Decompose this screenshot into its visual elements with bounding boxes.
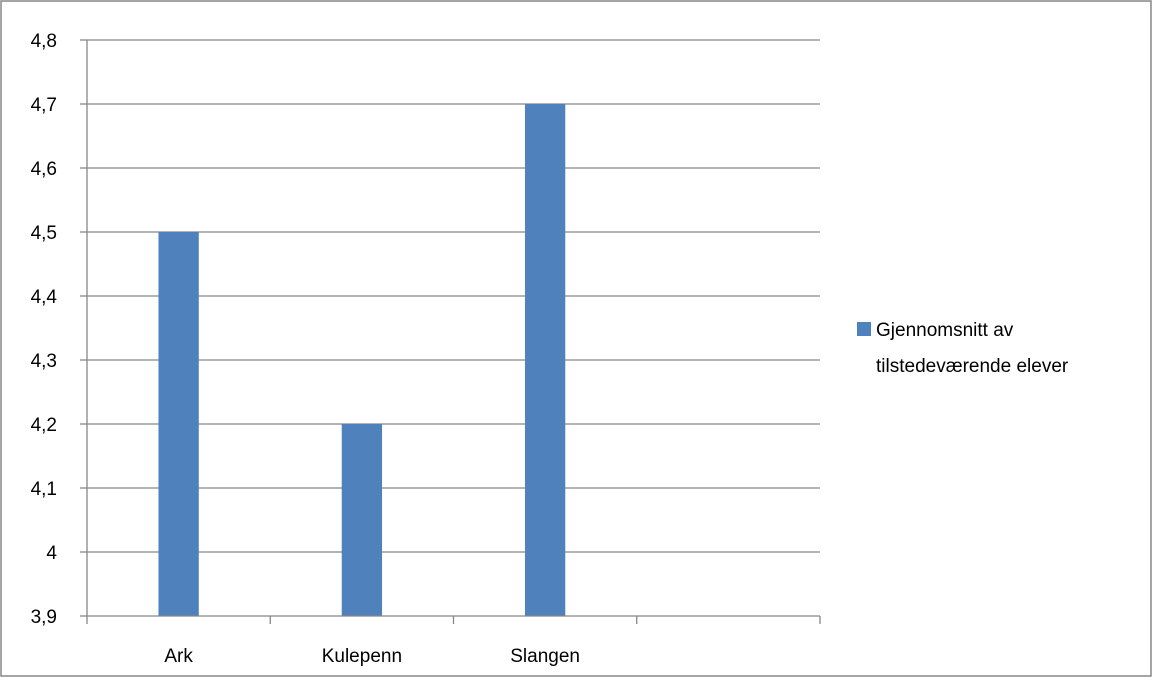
bar bbox=[341, 424, 383, 616]
x-tick-label: Slangen bbox=[510, 646, 580, 667]
legend-swatch bbox=[857, 322, 871, 336]
y-tick-label: 4,8 bbox=[31, 31, 57, 52]
y-tick-label: 4,7 bbox=[31, 95, 57, 116]
y-tick-labels: 3,9 4 4,1 4,2 4,3 4,4 4,5 4,6 4,7 4,8 bbox=[31, 31, 58, 628]
gridlines bbox=[87, 39, 820, 553]
bar bbox=[158, 232, 199, 616]
legend: Gjennomsnitt av tilstedeværende elever bbox=[857, 320, 1069, 377]
y-tick-label: 4,2 bbox=[31, 415, 57, 436]
y-tick-label: 4,6 bbox=[31, 159, 57, 180]
y-tick-label: 3,9 bbox=[31, 607, 57, 628]
x-tick-label: Kulepenn bbox=[322, 646, 402, 667]
bar bbox=[524, 104, 566, 616]
y-tick-label: 4,3 bbox=[31, 351, 57, 372]
axes bbox=[80, 39, 821, 624]
legend-label-line-2: tilstedeværende elever bbox=[876, 356, 1069, 377]
legend-label-line-1: Gjennomsnitt av bbox=[876, 320, 1014, 341]
x-tick-label: Ark bbox=[164, 646, 193, 667]
y-tick-label: 4 bbox=[46, 543, 57, 564]
y-tick-label: 4,4 bbox=[31, 287, 58, 308]
x-tick-labels: Ark Kulepenn Slangen bbox=[164, 646, 580, 667]
bars bbox=[158, 104, 566, 616]
y-tick-label: 4,5 bbox=[31, 223, 57, 244]
y-tick-label: 4,1 bbox=[31, 479, 57, 500]
